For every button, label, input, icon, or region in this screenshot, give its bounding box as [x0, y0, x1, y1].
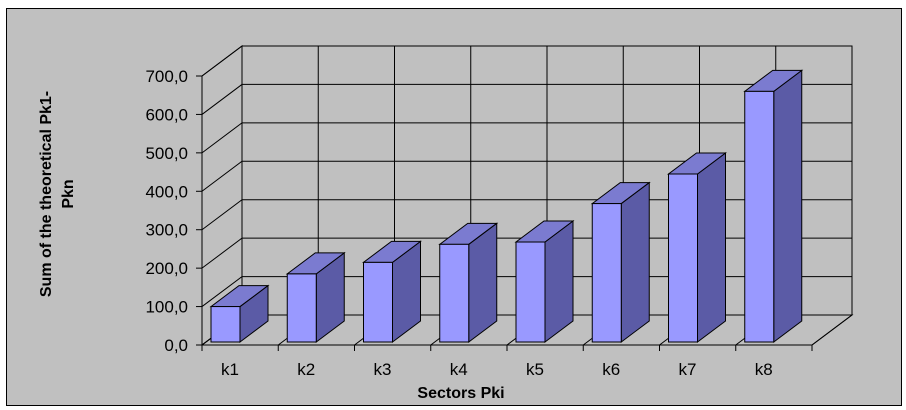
- bar-k4: [438, 222, 499, 343]
- bar-front: [744, 90, 775, 343]
- bar-front: [439, 243, 470, 343]
- bar-k2: [285, 251, 346, 343]
- y-tick-label: 700,0: [145, 67, 188, 86]
- x-tick-label: k5: [526, 360, 544, 379]
- bar-side: [773, 69, 803, 343]
- bar-front: [591, 203, 622, 343]
- bar-side: [620, 181, 650, 343]
- bar-k3: [362, 240, 422, 343]
- x-tick-label: k2: [297, 360, 315, 379]
- chart-area: 0,0 100,0 200,0 300,0 400,0 500,0 600,0 700,0 k…: [6, 8, 902, 406]
- bar-front: [286, 273, 317, 343]
- y-axis-title: Sum of the theoretical Pk1- Pkn: [38, 91, 77, 297]
- y-tick-labels: 0,0 100,0 200,0 300,0 400,0 500,0 600,0 700,0: [145, 67, 188, 355]
- x-tick-label: k6: [602, 360, 620, 379]
- bar-front: [668, 173, 698, 343]
- bar-front: [515, 241, 546, 343]
- bars: [209, 69, 804, 343]
- x-tick-label: k3: [374, 360, 392, 379]
- y-tick-label: 600,0: [145, 105, 188, 124]
- x-tick-label: k8: [755, 360, 773, 379]
- bar-k6: [590, 181, 651, 343]
- floor-divider: [811, 314, 853, 346]
- y-tick-label: 100,0: [145, 298, 188, 317]
- y-axis-title-line-2: Pkn: [60, 179, 77, 208]
- bar-front: [363, 261, 393, 343]
- bar-k7: [667, 151, 727, 343]
- y-tick-label: 200,0: [145, 259, 188, 278]
- x-tick-label: k4: [450, 360, 468, 379]
- x-tick-label: k1: [221, 360, 239, 379]
- y-tick-label: 500,0: [145, 144, 188, 163]
- bar-front: [210, 306, 241, 343]
- y-tick-label: 0,0: [164, 336, 188, 355]
- bar-side: [697, 151, 726, 343]
- y-tick-label: 400,0: [145, 182, 188, 201]
- x-tick-label: k7: [679, 360, 697, 379]
- y-axis-title-line-1: Sum of the theoretical Pk1-: [38, 91, 55, 297]
- x-axis-title: Sectors Pki: [417, 385, 504, 402]
- x-tick-labels: k1 k2 k3 k4 k5 k6 k7 k8: [221, 360, 773, 379]
- bar-k8: [743, 69, 804, 343]
- bar-k5: [514, 220, 575, 343]
- chart-svg: 0,0 100,0 200,0 300,0 400,0 500,0 600,0 700,0 k…: [38, 45, 854, 402]
- bar-k1: [209, 284, 270, 343]
- y-tick-label: 300,0: [145, 221, 188, 240]
